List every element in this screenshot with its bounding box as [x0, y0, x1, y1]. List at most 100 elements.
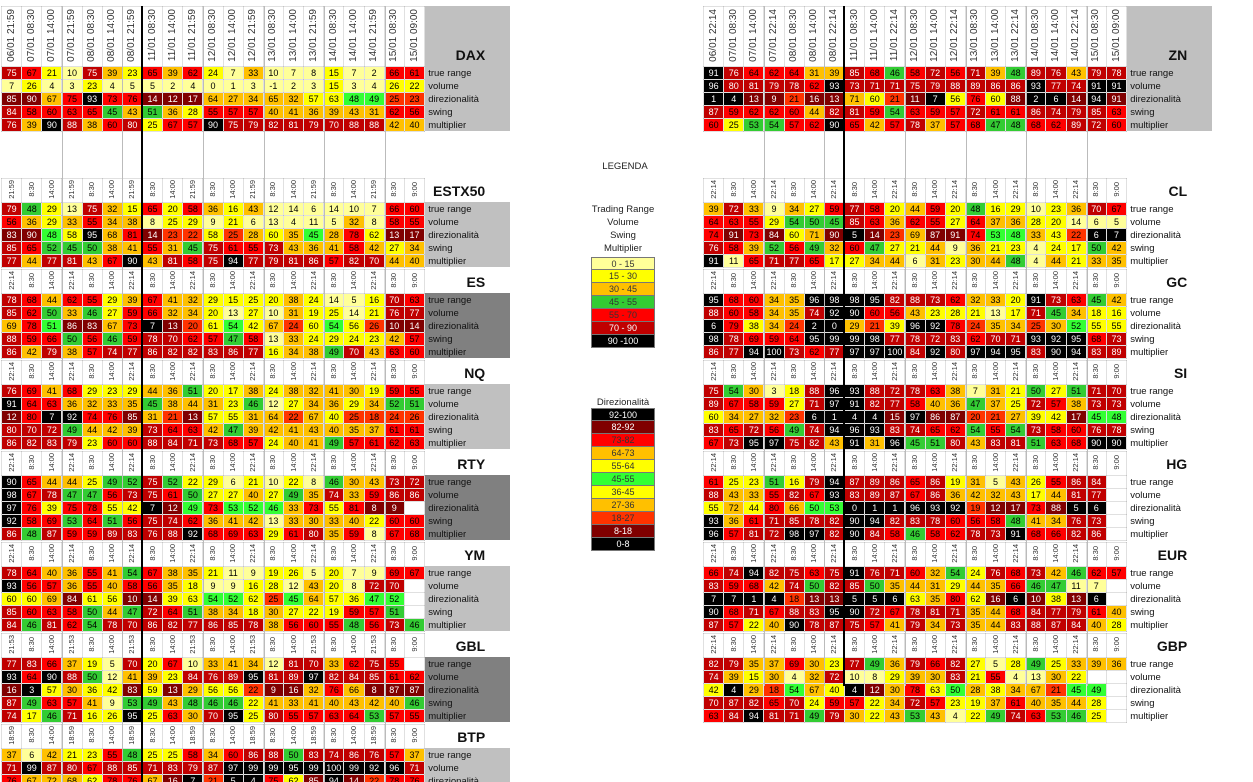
value-cell[interactable]: 65	[763, 696, 785, 710]
value-cell[interactable]: 36	[723, 514, 745, 528]
value-cell[interactable]: 58	[1045, 423, 1067, 437]
value-cell[interactable]: 29	[202, 475, 224, 489]
value-cell[interactable]: 32	[162, 306, 184, 320]
value-cell[interactable]	[1105, 683, 1128, 697]
value-cell[interactable]: 30	[964, 254, 986, 268]
value-cell[interactable]: 62	[403, 670, 426, 684]
value-cell[interactable]: 23	[101, 384, 123, 398]
value-cell[interactable]: 50	[81, 241, 103, 255]
value-cell[interactable]: 44	[1065, 696, 1087, 710]
value-cell[interactable]: 34	[403, 241, 426, 255]
value-cell[interactable]: 46	[21, 618, 43, 632]
value-cell[interactable]: 53	[743, 118, 765, 132]
value-cell[interactable]: 91	[702, 66, 725, 80]
value-cell[interactable]: 34	[202, 748, 224, 762]
value-cell[interactable]: 59	[723, 105, 745, 119]
value-cell[interactable]: 7	[363, 202, 385, 216]
value-cell[interactable]: 67	[383, 527, 405, 541]
value-cell[interactable]: 51	[1025, 436, 1047, 450]
value-cell[interactable]: 13	[803, 592, 825, 606]
value-cell[interactable]: 10	[61, 66, 83, 80]
value-cell[interactable]: 13	[1025, 670, 1047, 684]
value-cell[interactable]: 58	[21, 514, 43, 528]
value-cell[interactable]: 65	[141, 202, 164, 216]
value-cell[interactable]: 39	[743, 241, 765, 255]
value-cell[interactable]: 73	[202, 436, 224, 450]
value-cell[interactable]	[403, 579, 426, 593]
value-cell[interactable]: 90	[41, 118, 63, 132]
value-cell[interactable]: 61	[403, 423, 426, 437]
value-cell[interactable]: 23	[783, 410, 805, 424]
value-cell[interactable]: 38	[743, 319, 765, 333]
value-cell[interactable]: 37	[363, 423, 385, 437]
value-cell[interactable]: 43	[363, 475, 385, 489]
value-cell[interactable]: 51	[924, 436, 946, 450]
value-cell[interactable]: 56	[101, 488, 123, 502]
value-cell[interactable]: 75	[141, 488, 164, 502]
value-cell[interactable]: 56	[363, 618, 385, 632]
value-cell[interactable]: 58	[743, 306, 765, 320]
value-cell[interactable]: 41	[323, 241, 345, 255]
value-cell[interactable]: 48	[21, 527, 43, 541]
value-cell[interactable]: 79	[182, 761, 204, 775]
value-cell[interactable]: 36	[202, 202, 224, 216]
value-cell[interactable]: 80	[723, 79, 745, 93]
value-cell[interactable]	[1105, 501, 1128, 515]
value-cell[interactable]: 42	[383, 118, 405, 132]
value-cell[interactable]: 4	[843, 410, 866, 424]
value-cell[interactable]: 84	[182, 670, 204, 684]
value-cell[interactable]: 88	[783, 605, 805, 619]
value-cell[interactable]: 86	[222, 345, 244, 359]
value-cell[interactable]: 89	[1025, 66, 1047, 80]
value-cell[interactable]: 62	[383, 436, 405, 450]
value-cell[interactable]: 92	[823, 306, 845, 320]
value-cell[interactable]: 61	[363, 436, 385, 450]
value-cell[interactable]: 29	[843, 319, 866, 333]
value-cell[interactable]: 62	[803, 118, 825, 132]
value-cell[interactable]: 32	[763, 410, 785, 424]
value-cell[interactable]: 44	[41, 475, 63, 489]
value-cell[interactable]: 45	[823, 215, 845, 229]
value-cell[interactable]: 55	[702, 501, 725, 515]
value-cell[interactable]: 31	[363, 105, 385, 119]
value-cell[interactable]: 55	[403, 384, 426, 398]
value-cell[interactable]: 88	[101, 761, 123, 775]
value-cell[interactable]: 53	[823, 501, 845, 515]
value-cell[interactable]: 81	[924, 605, 946, 619]
value-cell[interactable]: 54	[222, 319, 244, 333]
value-cell[interactable]: 85	[1085, 105, 1107, 119]
value-cell[interactable]: 62	[944, 527, 966, 541]
value-cell[interactable]: 14	[141, 92, 164, 106]
value-cell[interactable]: 51	[383, 605, 405, 619]
value-cell[interactable]: 15	[884, 410, 906, 424]
value-cell[interactable]: 74	[1045, 105, 1067, 119]
value-cell[interactable]: 58	[121, 579, 143, 593]
value-cell[interactable]: 100	[763, 345, 785, 359]
value-cell[interactable]: 32	[343, 215, 365, 229]
value-cell[interactable]: 78	[803, 618, 825, 632]
value-cell[interactable]: 61	[403, 66, 426, 80]
value-cell[interactable]: 5	[1065, 501, 1087, 515]
value-cell[interactable]: 80	[61, 761, 83, 775]
value-cell[interactable]: 60	[1105, 118, 1128, 132]
value-cell[interactable]: 20	[141, 657, 164, 671]
value-cell[interactable]: 5	[864, 592, 886, 606]
value-cell[interactable]: 76	[323, 683, 345, 697]
value-cell[interactable]: 88	[61, 118, 83, 132]
value-cell[interactable]: 63	[904, 592, 926, 606]
value-cell[interactable]: 33	[743, 202, 765, 216]
value-cell[interactable]: 26	[403, 410, 426, 424]
value-cell[interactable]: 65	[924, 423, 946, 437]
value-cell[interactable]: 56	[884, 306, 906, 320]
value-cell[interactable]: 84	[0, 105, 23, 119]
value-cell[interactable]: 43	[303, 579, 325, 593]
value-cell[interactable]: 65	[21, 475, 43, 489]
value-cell[interactable]: 62	[21, 306, 43, 320]
value-cell[interactable]: 59	[383, 384, 405, 398]
value-cell[interactable]: 28	[242, 228, 264, 242]
value-cell[interactable]: 42	[41, 748, 63, 762]
value-cell[interactable]	[1105, 709, 1128, 723]
value-cell[interactable]: 7	[182, 774, 204, 782]
value-cell[interactable]: 38	[162, 397, 184, 411]
value-cell[interactable]: 77	[242, 345, 264, 359]
